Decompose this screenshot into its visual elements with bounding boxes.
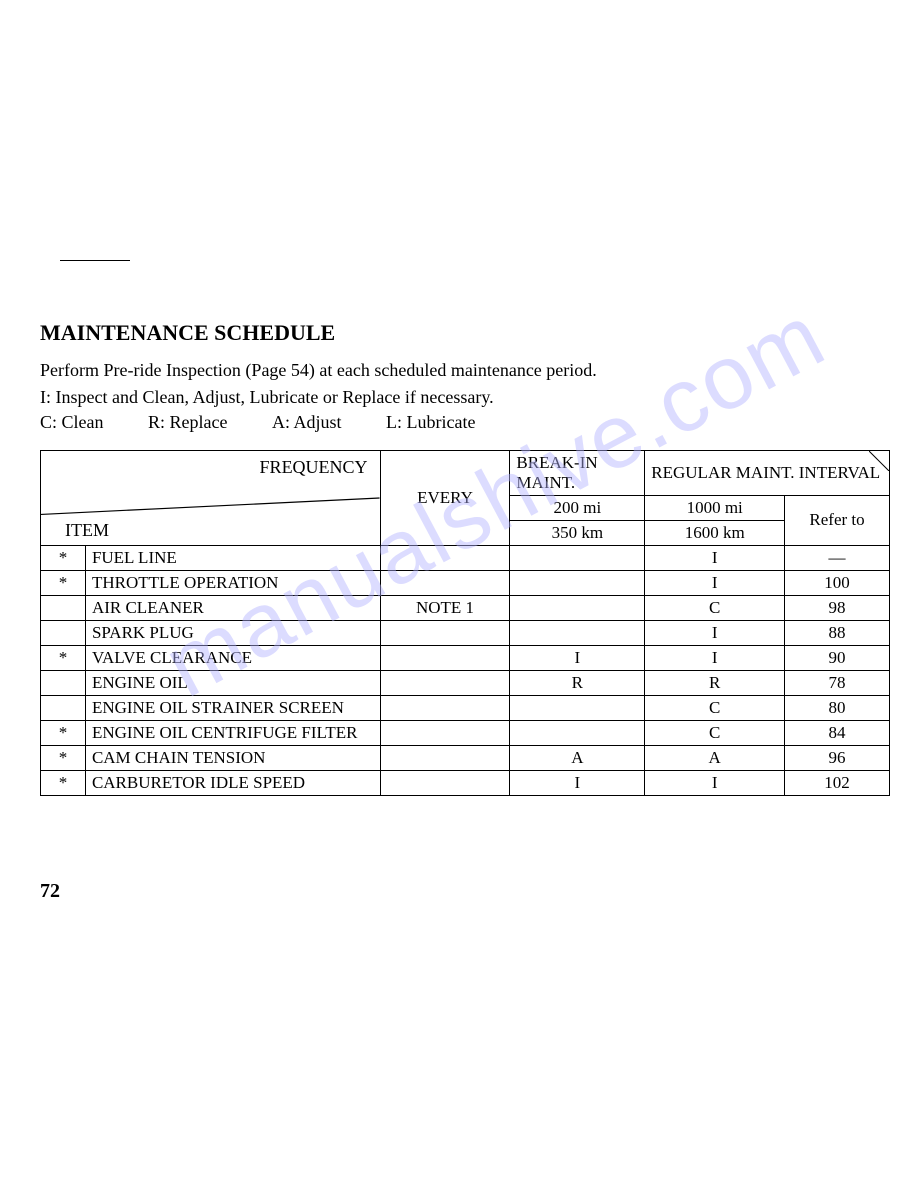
cell-breakin — [510, 620, 645, 645]
cell-item: FUEL LINE — [85, 545, 380, 570]
table-row: ENGINE OIL STRAINER SCREEN C 80 — [41, 695, 890, 720]
header-breakin: BREAK-IN MAINT. — [510, 450, 645, 495]
header-frequency-label: FREQUENCY — [260, 457, 368, 478]
cell-regular: I — [645, 645, 785, 670]
header-breakin-mi: 200 mi — [510, 495, 645, 520]
cell-star — [41, 695, 86, 720]
cell-every — [380, 745, 510, 770]
cell-item: ENGINE OIL CENTRIFUGE FILTER — [85, 720, 380, 745]
cell-breakin — [510, 570, 645, 595]
cell-regular: C — [645, 720, 785, 745]
cell-refer: 88 — [785, 620, 890, 645]
table-row: * VALVE CLEARANCE I I 90 — [41, 645, 890, 670]
cell-star: * — [41, 545, 86, 570]
cell-star: * — [41, 570, 86, 595]
intro-text: Perform Pre-ride Inspection (Page 54) at… — [40, 358, 890, 383]
header-regular-mi: 1000 mi — [645, 495, 785, 520]
cell-item: CAM CHAIN TENSION — [85, 745, 380, 770]
cell-regular: A — [645, 745, 785, 770]
cell-every — [380, 645, 510, 670]
cell-regular: I — [645, 570, 785, 595]
cell-star: * — [41, 645, 86, 670]
cell-star: * — [41, 720, 86, 745]
cell-regular: I — [645, 620, 785, 645]
cell-refer: 98 — [785, 595, 890, 620]
table-row: * CAM CHAIN TENSION A A 96 — [41, 745, 890, 770]
cell-refer: 84 — [785, 720, 890, 745]
cell-breakin: I — [510, 645, 645, 670]
cell-item: AIR CLEANER — [85, 595, 380, 620]
legend-row-cral: C: Clean R: Replace A: Adjust L: Lubrica… — [40, 410, 890, 435]
cell-breakin — [510, 720, 645, 745]
cell-item: ENGINE OIL — [85, 670, 380, 695]
table-row: SPARK PLUG I 88 — [41, 620, 890, 645]
cell-breakin: R — [510, 670, 645, 695]
page-number: 72 — [40, 880, 60, 903]
table-header-row-1: FREQUENCY ITEM EVERY BREAK-IN MAINT. REG… — [41, 450, 890, 495]
header-regular-km: 1600 km — [645, 520, 785, 545]
cell-refer: 90 — [785, 645, 890, 670]
cell-item: SPARK PLUG — [85, 620, 380, 645]
legend-l: L: Lubricate — [386, 410, 475, 435]
table-row: ENGINE OIL R R 78 — [41, 670, 890, 695]
header-freq-item-cell: FREQUENCY ITEM — [41, 450, 381, 545]
table-row: * ENGINE OIL CENTRIFUGE FILTER C 84 — [41, 720, 890, 745]
cell-every — [380, 670, 510, 695]
cell-every — [380, 545, 510, 570]
cell-every — [380, 570, 510, 595]
header-breakin-km: 350 km — [510, 520, 645, 545]
cell-item: VALVE CLEARANCE — [85, 645, 380, 670]
cell-star: * — [41, 770, 86, 795]
header-regular: REGULAR MAINT. INTERVAL — [645, 450, 890, 495]
cell-refer: 96 — [785, 745, 890, 770]
header-regular-text: REGULAR MAINT. INTERVAL — [651, 463, 880, 482]
table-row: AIR CLEANER NOTE 1 C 98 — [41, 595, 890, 620]
cell-breakin — [510, 545, 645, 570]
cell-regular: I — [645, 545, 785, 570]
header-item-label: ITEM — [65, 520, 109, 541]
cell-star — [41, 670, 86, 695]
legend-i: I: Inspect and Clean, Adjust, Lubricate … — [40, 385, 890, 410]
cell-item: ENGINE OIL STRAINER SCREEN — [85, 695, 380, 720]
cell-breakin: I — [510, 770, 645, 795]
table-row: * FUEL LINE I — — [41, 545, 890, 570]
cell-regular: C — [645, 595, 785, 620]
cell-refer: 80 — [785, 695, 890, 720]
cell-every — [380, 695, 510, 720]
cell-regular: C — [645, 695, 785, 720]
table-row: * CARBURETOR IDLE SPEED I I 102 — [41, 770, 890, 795]
cell-refer: — — [785, 545, 890, 570]
cell-every — [380, 770, 510, 795]
cell-breakin — [510, 695, 645, 720]
cell-every — [380, 720, 510, 745]
maintenance-table: FREQUENCY ITEM EVERY BREAK-IN MAINT. REG… — [40, 450, 890, 796]
legend-a: A: Adjust — [272, 410, 342, 435]
cell-every: NOTE 1 — [380, 595, 510, 620]
cell-refer: 102 — [785, 770, 890, 795]
page-body: MAINTENANCE SCHEDULE Perform Pre-ride In… — [40, 320, 890, 796]
section-title: MAINTENANCE SCHEDULE — [40, 320, 890, 346]
header-every: EVERY — [380, 450, 510, 545]
header-refer: Refer to — [785, 495, 890, 545]
top-rule-mark — [60, 260, 130, 261]
cell-item: THROTTLE OPERATION — [85, 570, 380, 595]
cell-regular: R — [645, 670, 785, 695]
cell-item: CARBURETOR IDLE SPEED — [85, 770, 380, 795]
cell-star — [41, 595, 86, 620]
cell-regular: I — [645, 770, 785, 795]
cell-breakin — [510, 595, 645, 620]
cell-refer: 100 — [785, 570, 890, 595]
cell-star: * — [41, 745, 86, 770]
legend-r: R: Replace — [148, 410, 227, 435]
legend-c: C: Clean — [40, 410, 104, 435]
cell-breakin: A — [510, 745, 645, 770]
cell-star — [41, 620, 86, 645]
cell-every — [380, 620, 510, 645]
table-row: * THROTTLE OPERATION I 100 — [41, 570, 890, 595]
cell-refer: 78 — [785, 670, 890, 695]
